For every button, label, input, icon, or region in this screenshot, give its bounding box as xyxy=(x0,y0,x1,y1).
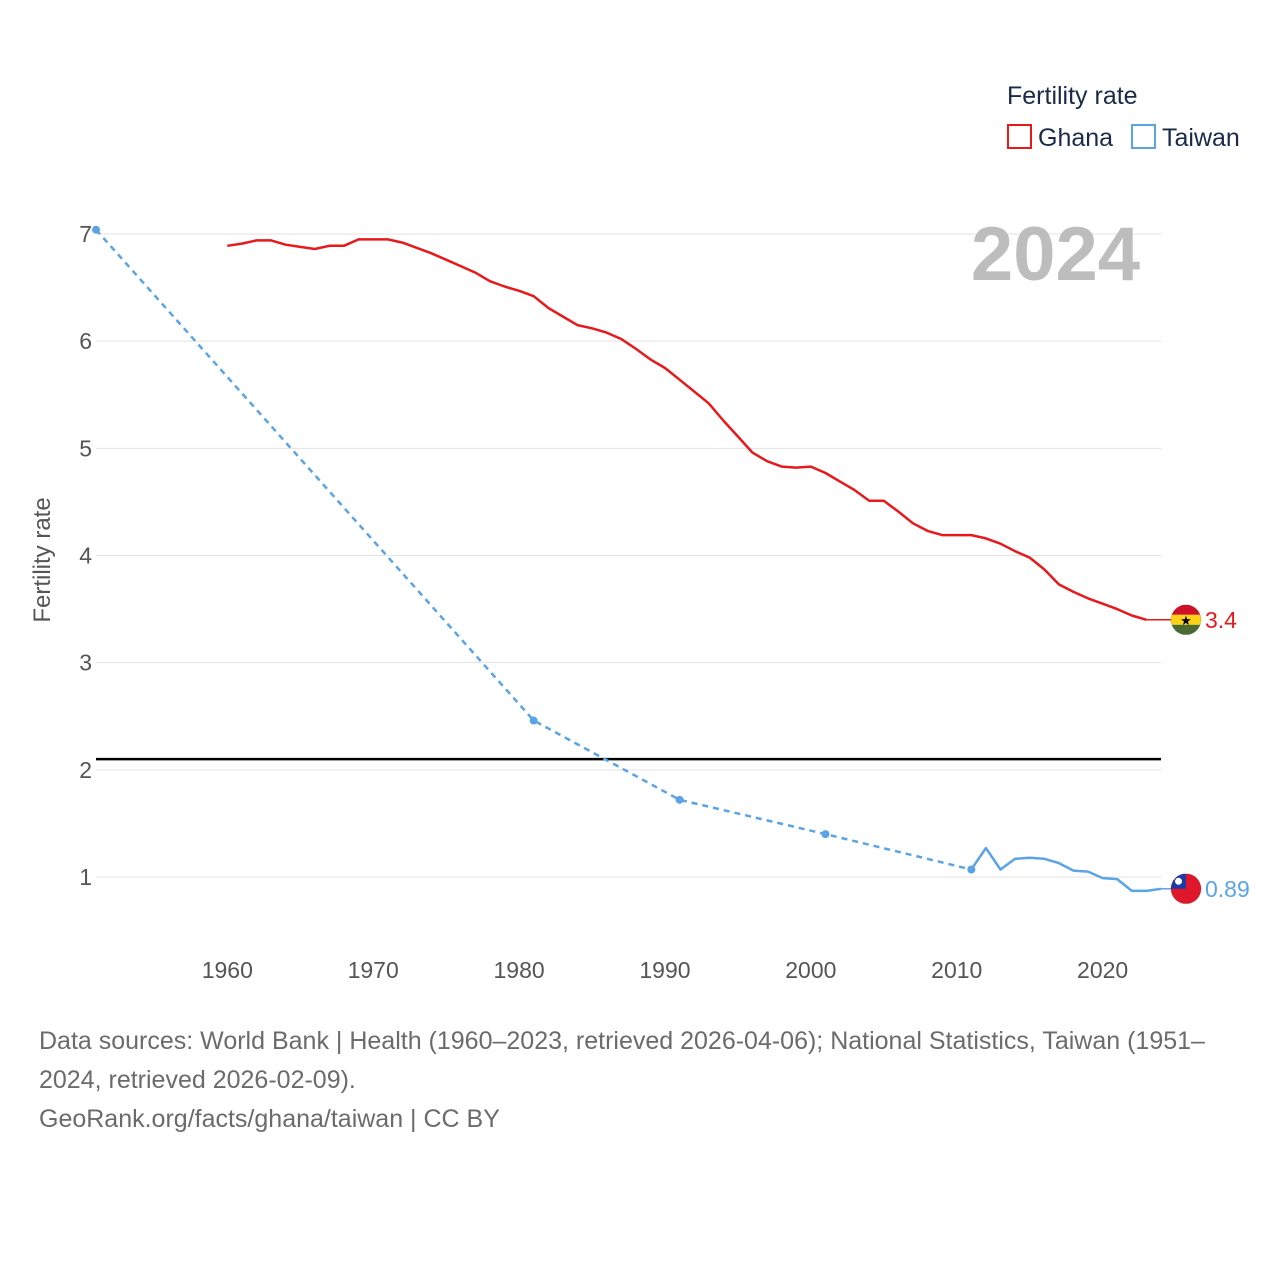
end-value-label-taiwan: 0.89 xyxy=(1205,876,1250,902)
x-tick-label-2010: 2010 xyxy=(931,957,982,983)
x-tick-label-2020: 2020 xyxy=(1077,957,1128,983)
y-tick-label-6: 6 xyxy=(79,328,92,354)
x-tick-label-2000: 2000 xyxy=(785,957,836,983)
grid-layer xyxy=(96,233,1161,878)
flag-taiwan-icon xyxy=(1170,873,1202,905)
legend-label-ghana: Ghana xyxy=(1038,124,1113,152)
flag-ghana-icon: ★ xyxy=(1170,604,1202,636)
legend-swatch-ghana xyxy=(1007,124,1032,149)
legend-title: Fertility rate xyxy=(1007,82,1138,110)
axis-layer: 1 2 3 4 5 6 7 1960 1970 1980 1990 2000 2010 2020 xyxy=(79,221,1128,983)
legend-swatch-taiwan xyxy=(1131,124,1156,149)
series-line-taiwan xyxy=(970,846,1162,893)
y-tick-label-5: 5 xyxy=(79,435,92,461)
x-tick-label-1970: 1970 xyxy=(348,957,399,983)
y-tick-label-2: 2 xyxy=(79,757,92,783)
endpoint-layer: ★ 3.4 0.89 xyxy=(1146,604,1250,905)
x-tick-label-1990: 1990 xyxy=(639,957,690,983)
y-tick-label-4: 4 xyxy=(79,543,92,569)
footer: Data sources: World Bank | Health (1960–… xyxy=(39,1022,1254,1139)
x-tick-label-1980: 1980 xyxy=(493,957,544,983)
data-point-taiwan-sparse-years-1951 xyxy=(92,225,100,234)
data-point-taiwan-sparse-years-2011 xyxy=(967,865,976,874)
fertility-chart: 1 2 3 4 5 6 7 1960 1970 1980 1990 2000 2010 2020 2024… xyxy=(29,82,1250,983)
data-point-taiwan-sparse-years-2001 xyxy=(821,830,830,839)
legend-item-ghana[interactable]: Ghana xyxy=(1007,124,1113,152)
series-line-taiwan-sparse-years xyxy=(95,228,972,871)
data-sources-text: Data sources: World Bank | Health (1960–… xyxy=(39,1027,1205,1094)
x-tick-label-1960: 1960 xyxy=(202,957,253,983)
data-point-taiwan-sparse-years-1991 xyxy=(675,795,684,804)
y-tick-label-1: 1 xyxy=(79,864,92,890)
y-tick-label-3: 3 xyxy=(79,650,92,676)
series-layer xyxy=(92,225,1162,893)
legend-item-taiwan[interactable]: Taiwan xyxy=(1131,124,1240,152)
svg-text:★: ★ xyxy=(1180,613,1192,628)
legend-label-taiwan: Taiwan xyxy=(1162,124,1240,152)
legend: Fertility rate Ghana Taiwan xyxy=(1007,82,1240,152)
series-line-ghana xyxy=(227,238,1147,621)
end-value-label-ghana: 3.4 xyxy=(1205,607,1237,633)
credit-text: GeoRank.org/facts/ghana/taiwan | CC BY xyxy=(39,1105,500,1133)
year-display: 2024 xyxy=(971,212,1140,297)
y-axis-label: Fertility rate xyxy=(29,497,56,622)
y-tick-label-7: 7 xyxy=(79,221,92,247)
data-point-taiwan-sparse-years-1981 xyxy=(529,716,538,725)
